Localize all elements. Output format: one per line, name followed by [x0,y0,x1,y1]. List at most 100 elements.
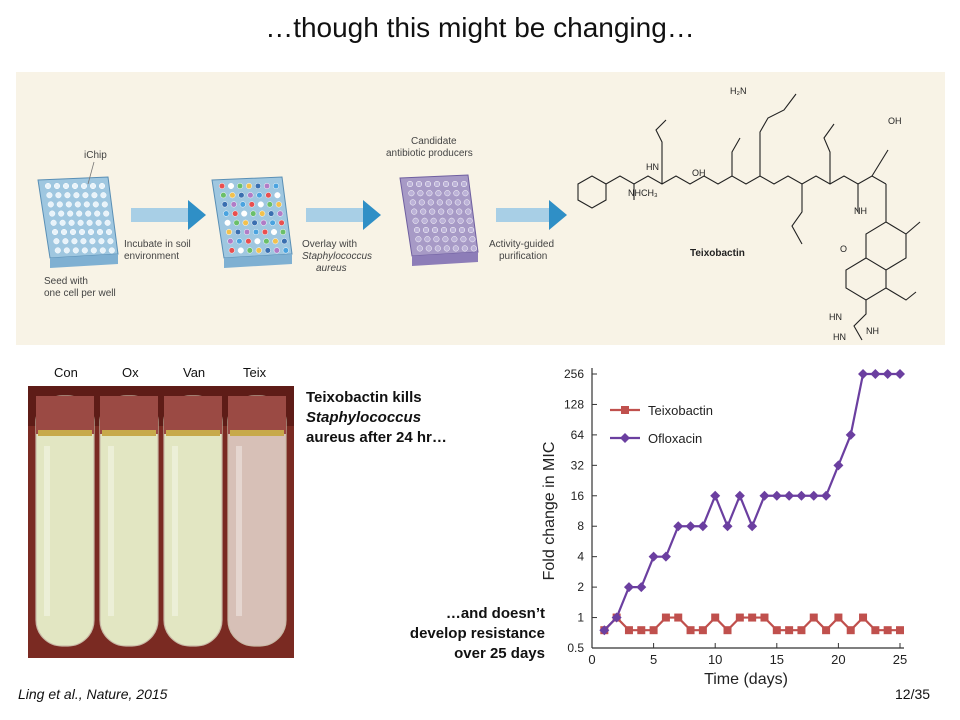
plate-well [257,201,264,208]
plate-well [243,228,251,236]
plate-well [49,210,56,217]
plate-well [74,201,81,208]
y-tick-label: 1 [577,611,584,625]
plate-well [438,208,445,215]
plate-well [433,236,440,243]
plate-well [227,182,235,190]
data-point-teixobactin [871,626,880,635]
data-point-ofloxacin [636,582,647,593]
data-point-teixobactin [735,613,744,622]
plate-well [417,190,424,197]
plate-well [77,219,84,226]
plate-well [265,192,272,199]
overlay-plate [399,174,479,266]
plate-well [59,219,66,226]
mol-nh: NH [854,206,867,216]
plate-well [233,219,240,226]
plate-well [463,199,470,206]
plate-well [103,210,110,217]
plate-well [245,238,252,245]
data-point-teixobactin [723,626,732,635]
plate-well [230,201,237,208]
data-point-ofloxacin [808,490,819,501]
plate-well [82,192,89,199]
plate-well [282,247,289,254]
plate-well [108,247,115,254]
plate-well [94,210,101,217]
plate-well [277,210,284,217]
plate-well [272,238,279,245]
plate-well [442,180,450,188]
plate-well [247,192,254,199]
y-tick-label: 256 [564,367,584,381]
slide-title: …though this might be changing… [265,12,695,43]
plate-well [104,219,111,226]
plate-well [452,245,459,252]
data-point-ofloxacin [722,521,733,532]
mol-hn: HN [646,162,659,172]
plate-well [281,238,288,245]
plate-well [442,236,449,243]
x-tick-label: 20 [831,652,845,667]
plate-well [80,182,88,190]
plate-well [65,201,72,208]
data-point-ofloxacin [599,625,610,636]
plate-well [409,199,416,206]
plate-well [227,238,234,245]
legend-label: Teixobactin [648,403,713,418]
mol-oh-2: OH [692,168,706,178]
data-point-teixobactin [883,626,892,635]
plate-well [241,210,248,217]
data-point-teixobactin [711,613,720,622]
plate-well [445,199,452,206]
tube-meniscus [230,430,284,436]
plate-well [440,226,448,234]
data-point-teixobactin [748,613,757,622]
plate-well [232,210,239,217]
tube-meniscus [38,430,92,436]
tube-label-con: Con [54,365,78,380]
plate-well [470,245,477,252]
plate-well [270,228,278,236]
plate-well [224,219,231,226]
plate-well [467,226,475,234]
plate-well [225,228,233,236]
data-point-teixobactin [834,613,843,622]
plate-well [275,201,282,208]
plate-well [78,228,86,236]
y-tick-label: 128 [564,397,584,411]
data-point-teixobactin [846,626,855,635]
data-point-teixobactin [698,626,707,635]
plate-well [50,219,57,226]
page-number: 12/35 [895,686,931,702]
plate-well [90,247,97,254]
tube-label-ox: Ox [122,365,139,380]
incubate-label: Incubate in soil environment [124,239,191,262]
plate-well [415,180,423,188]
plate-well [461,245,468,252]
plate-well [242,219,249,226]
y-tick-label: 0.5 [567,641,584,655]
y-axis-title: Fold change in MIC [541,442,558,581]
plate-well [451,236,458,243]
plate-well [250,210,257,217]
data-point-teixobactin [637,626,646,635]
plate-well [87,228,95,236]
plate-well [60,228,68,236]
plate-well [460,180,468,188]
plate-well [91,192,98,199]
plate-well [462,190,469,197]
plate-well [260,219,267,226]
data-point-ofloxacin [870,369,881,379]
plate-well [53,238,60,245]
plate-well [251,219,258,226]
plate-well [466,217,473,224]
plate-well [101,201,108,208]
plate-well [228,247,235,254]
tube-label-teix: Teix [243,365,267,380]
teixobactin-label: Teixobactin [690,248,745,259]
plate-well [83,201,90,208]
candidate-label: Candidate antibiotic producers [386,136,473,159]
arrow-right-icon [306,200,381,230]
plate-well [98,182,106,190]
